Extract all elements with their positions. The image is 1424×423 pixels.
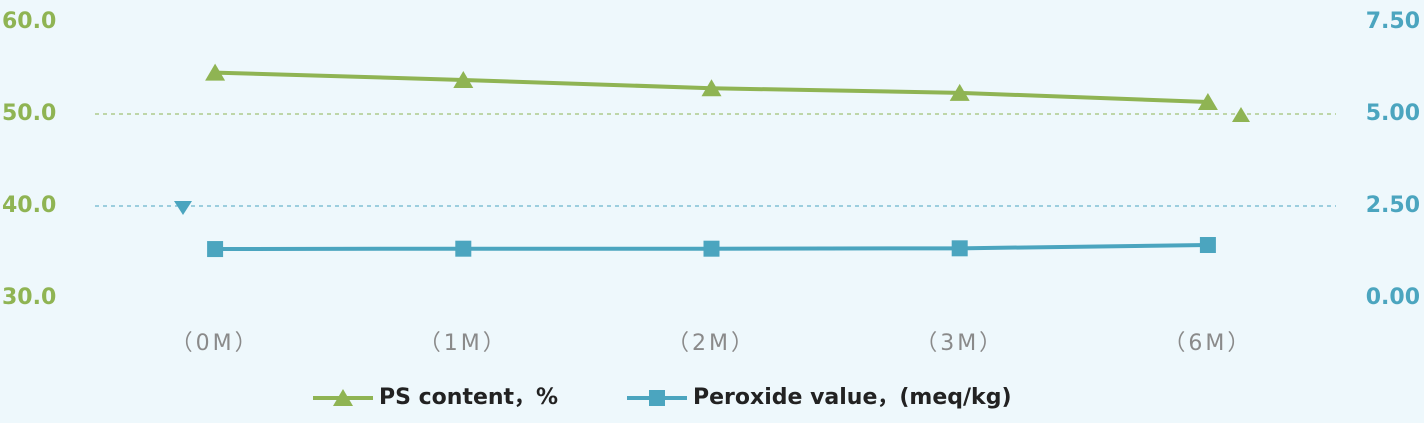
data-point (1199, 237, 1216, 254)
data-point (207, 241, 224, 258)
data-point (455, 240, 472, 257)
x-tick-label: （0M） (171, 331, 260, 356)
y2-tick-label: 2.50 (1366, 193, 1420, 218)
x-tick-label: （2M） (667, 331, 756, 356)
axis-decoration (174, 201, 192, 215)
x-tick-label: （6M） (1163, 331, 1252, 356)
y2-tick-label: 5.00 (1366, 101, 1420, 126)
y2-tick-label: 7.50 (1366, 9, 1420, 34)
legend-marker (649, 390, 665, 406)
x-tick-label: （3M） (915, 331, 1004, 356)
legend-marker (333, 389, 353, 406)
y-tick-label: 50.0 (2, 101, 56, 126)
y2-tick-label: 0.00 (1366, 285, 1420, 310)
data-point (703, 240, 720, 257)
legend-label: PS content，% (379, 385, 558, 410)
data-point (951, 240, 968, 257)
data-point (453, 70, 474, 88)
data-point (1197, 93, 1218, 111)
data-point (701, 79, 722, 97)
data-point (949, 83, 970, 101)
y-tick-label: 30.0 (2, 285, 56, 310)
y-tick-label: 60.0 (2, 9, 56, 34)
y-tick-label: 40.0 (2, 193, 56, 218)
legend-label: Peroxide value，(meq/kg) (693, 385, 1012, 410)
x-tick-label: （1M） (419, 331, 508, 356)
data-point (205, 63, 226, 81)
